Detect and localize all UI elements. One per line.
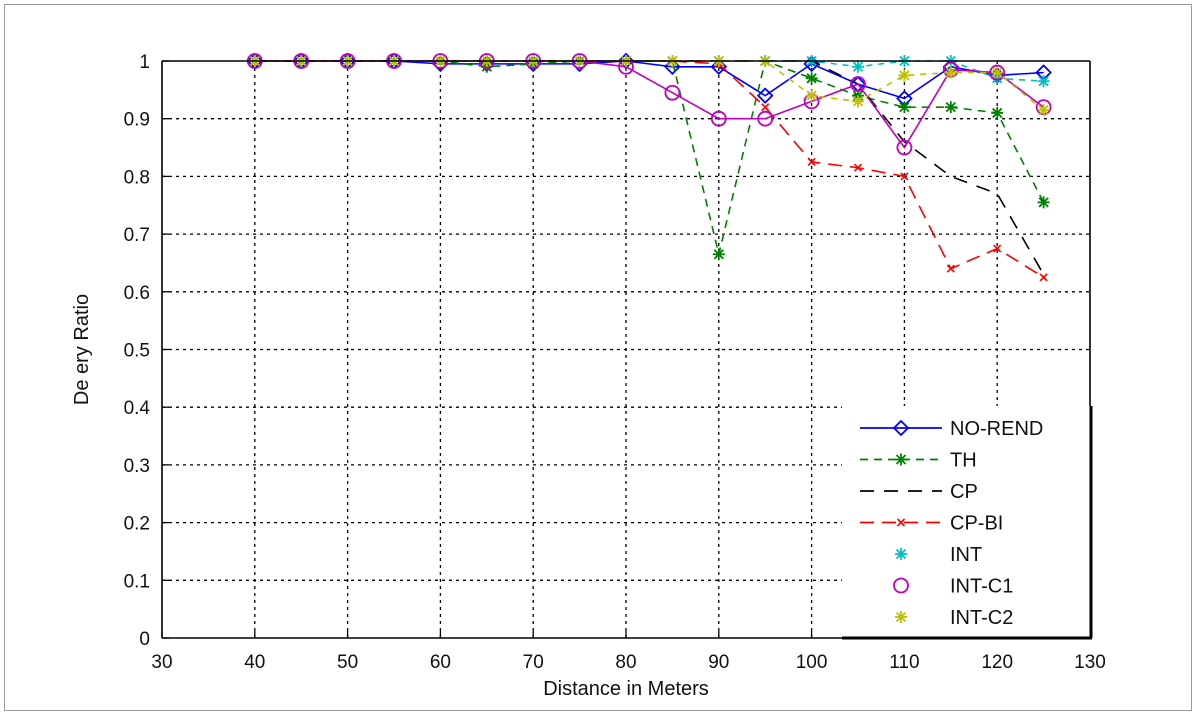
data-point-int-c2 (805, 89, 818, 102)
x-tick-label: 40 (244, 652, 265, 673)
y-tick-label: 0.5 (124, 341, 150, 362)
data-point-int-c1 (989, 64, 1006, 81)
series-line-int-c2 (254, 60, 1045, 111)
data-point-int (852, 60, 864, 73)
data-point-int-c2 (944, 66, 957, 79)
legend-entry-th: TH (860, 450, 977, 472)
legend-label-int: INT (950, 544, 982, 566)
y-tick-label: 0.6 (124, 283, 150, 304)
data-point-int-c2 (991, 66, 1004, 79)
data-point-th (991, 106, 1004, 119)
data-point-int-c1 (664, 84, 681, 101)
x-tick-label: 120 (981, 652, 1013, 673)
legend-entry-cp: CP (860, 481, 978, 503)
legend-label-int-c2: INT-C2 (950, 607, 1013, 629)
y-tick-label: 0.9 (124, 110, 150, 131)
data-point-th (805, 72, 818, 85)
legend-marker-int-c2 (895, 611, 907, 623)
legend-entry-cp-bi: CP-BI (860, 513, 1003, 535)
data-point-cp-bi (1039, 273, 1048, 282)
y-tick-label: 0.3 (124, 456, 150, 477)
data-point-int-c1 (850, 76, 866, 92)
x-tick-label: 50 (337, 652, 358, 673)
legend-entry-int-c2: INT-C2 (895, 607, 1013, 629)
legend-marker-no-rend (892, 419, 910, 437)
series-int-c1 (246, 53, 1052, 156)
x-tick-label: 80 (615, 652, 636, 673)
legend-marker-int-c1 (893, 577, 909, 594)
series-th (248, 55, 1050, 261)
data-point-th (1037, 196, 1050, 209)
y-tick-label: 0.1 (124, 571, 150, 592)
x-axis-label: Distance in Meters (543, 678, 709, 700)
data-point-int (1037, 75, 1050, 88)
x-tick-label: 30 (151, 652, 172, 673)
legend: NO-REND TH CP CP-BI INT INT-C1 INT-C2 (842, 406, 1093, 640)
data-point-cp-bi (853, 163, 863, 172)
data-point-cp-bi (946, 264, 955, 273)
data-point-int-c1 (710, 110, 727, 127)
series-line-cp-bi (254, 60, 1045, 279)
y-tick-label: 0.4 (124, 398, 151, 419)
data-point-th (712, 248, 725, 261)
tick-labels: 30 40 50 60 70 80 90 100 110 120 130 0 0.1 0.2 0.3 0.4 0… (124, 52, 1106, 673)
series-cp-bi (250, 56, 1048, 282)
data-point-cp-bi (807, 157, 816, 167)
data-point-no-rend (617, 52, 635, 70)
series-int (248, 55, 1050, 88)
x-tick-label: 130 (1074, 652, 1106, 673)
legend-label-cp: CP (950, 481, 978, 503)
legend-entry-int: INT (895, 544, 982, 566)
legend-marker-th (895, 453, 907, 466)
x-tick-label: 60 (430, 652, 451, 673)
series-cp (254, 60, 1045, 275)
legend-label-no-rend: NO-REND (950, 418, 1043, 440)
legend-marker-int (895, 548, 907, 560)
data-point-th (898, 101, 911, 114)
data-point-cp-bi (993, 244, 1002, 253)
legend-label-int-c1: INT-C1 (950, 576, 1013, 598)
x-tick-label: 90 (708, 652, 729, 673)
y-axis-label: De ery Ratio (71, 294, 93, 405)
y-tick-label: 0.7 (124, 225, 150, 246)
series-layer (246, 52, 1052, 282)
x-tick-label: 70 (523, 652, 544, 673)
grid-lines (162, 61, 1090, 638)
data-point-int-c2 (852, 95, 864, 108)
legend-label-cp-bi: CP-BI (950, 513, 1003, 535)
data-point-no-rend (756, 87, 774, 104)
y-tick-label: 1 (139, 52, 150, 73)
y-tick-label: 0 (139, 629, 150, 650)
legend-entry-no-rend: NO-REND (860, 418, 1043, 440)
y-tick-label: 0.2 (124, 514, 150, 535)
data-point-int-c2 (898, 69, 911, 82)
legend-entry-int-c1: INT-C1 (893, 576, 1013, 598)
y-tick-label: 0.8 (124, 167, 150, 188)
data-point-cp-bi (761, 103, 770, 112)
data-point-th (944, 101, 957, 114)
x-tick-label: 110 (889, 652, 919, 673)
data-point-cp-bi (900, 172, 909, 181)
data-point-int-c1 (757, 110, 774, 127)
data-point-int-c2 (1037, 104, 1050, 117)
legend-label-th: TH (950, 450, 977, 472)
series-line-cp (254, 60, 1045, 275)
x-tick-label: 100 (796, 652, 828, 673)
data-point-int-c1 (896, 139, 913, 156)
legend-marker-cp-bi (896, 518, 906, 527)
